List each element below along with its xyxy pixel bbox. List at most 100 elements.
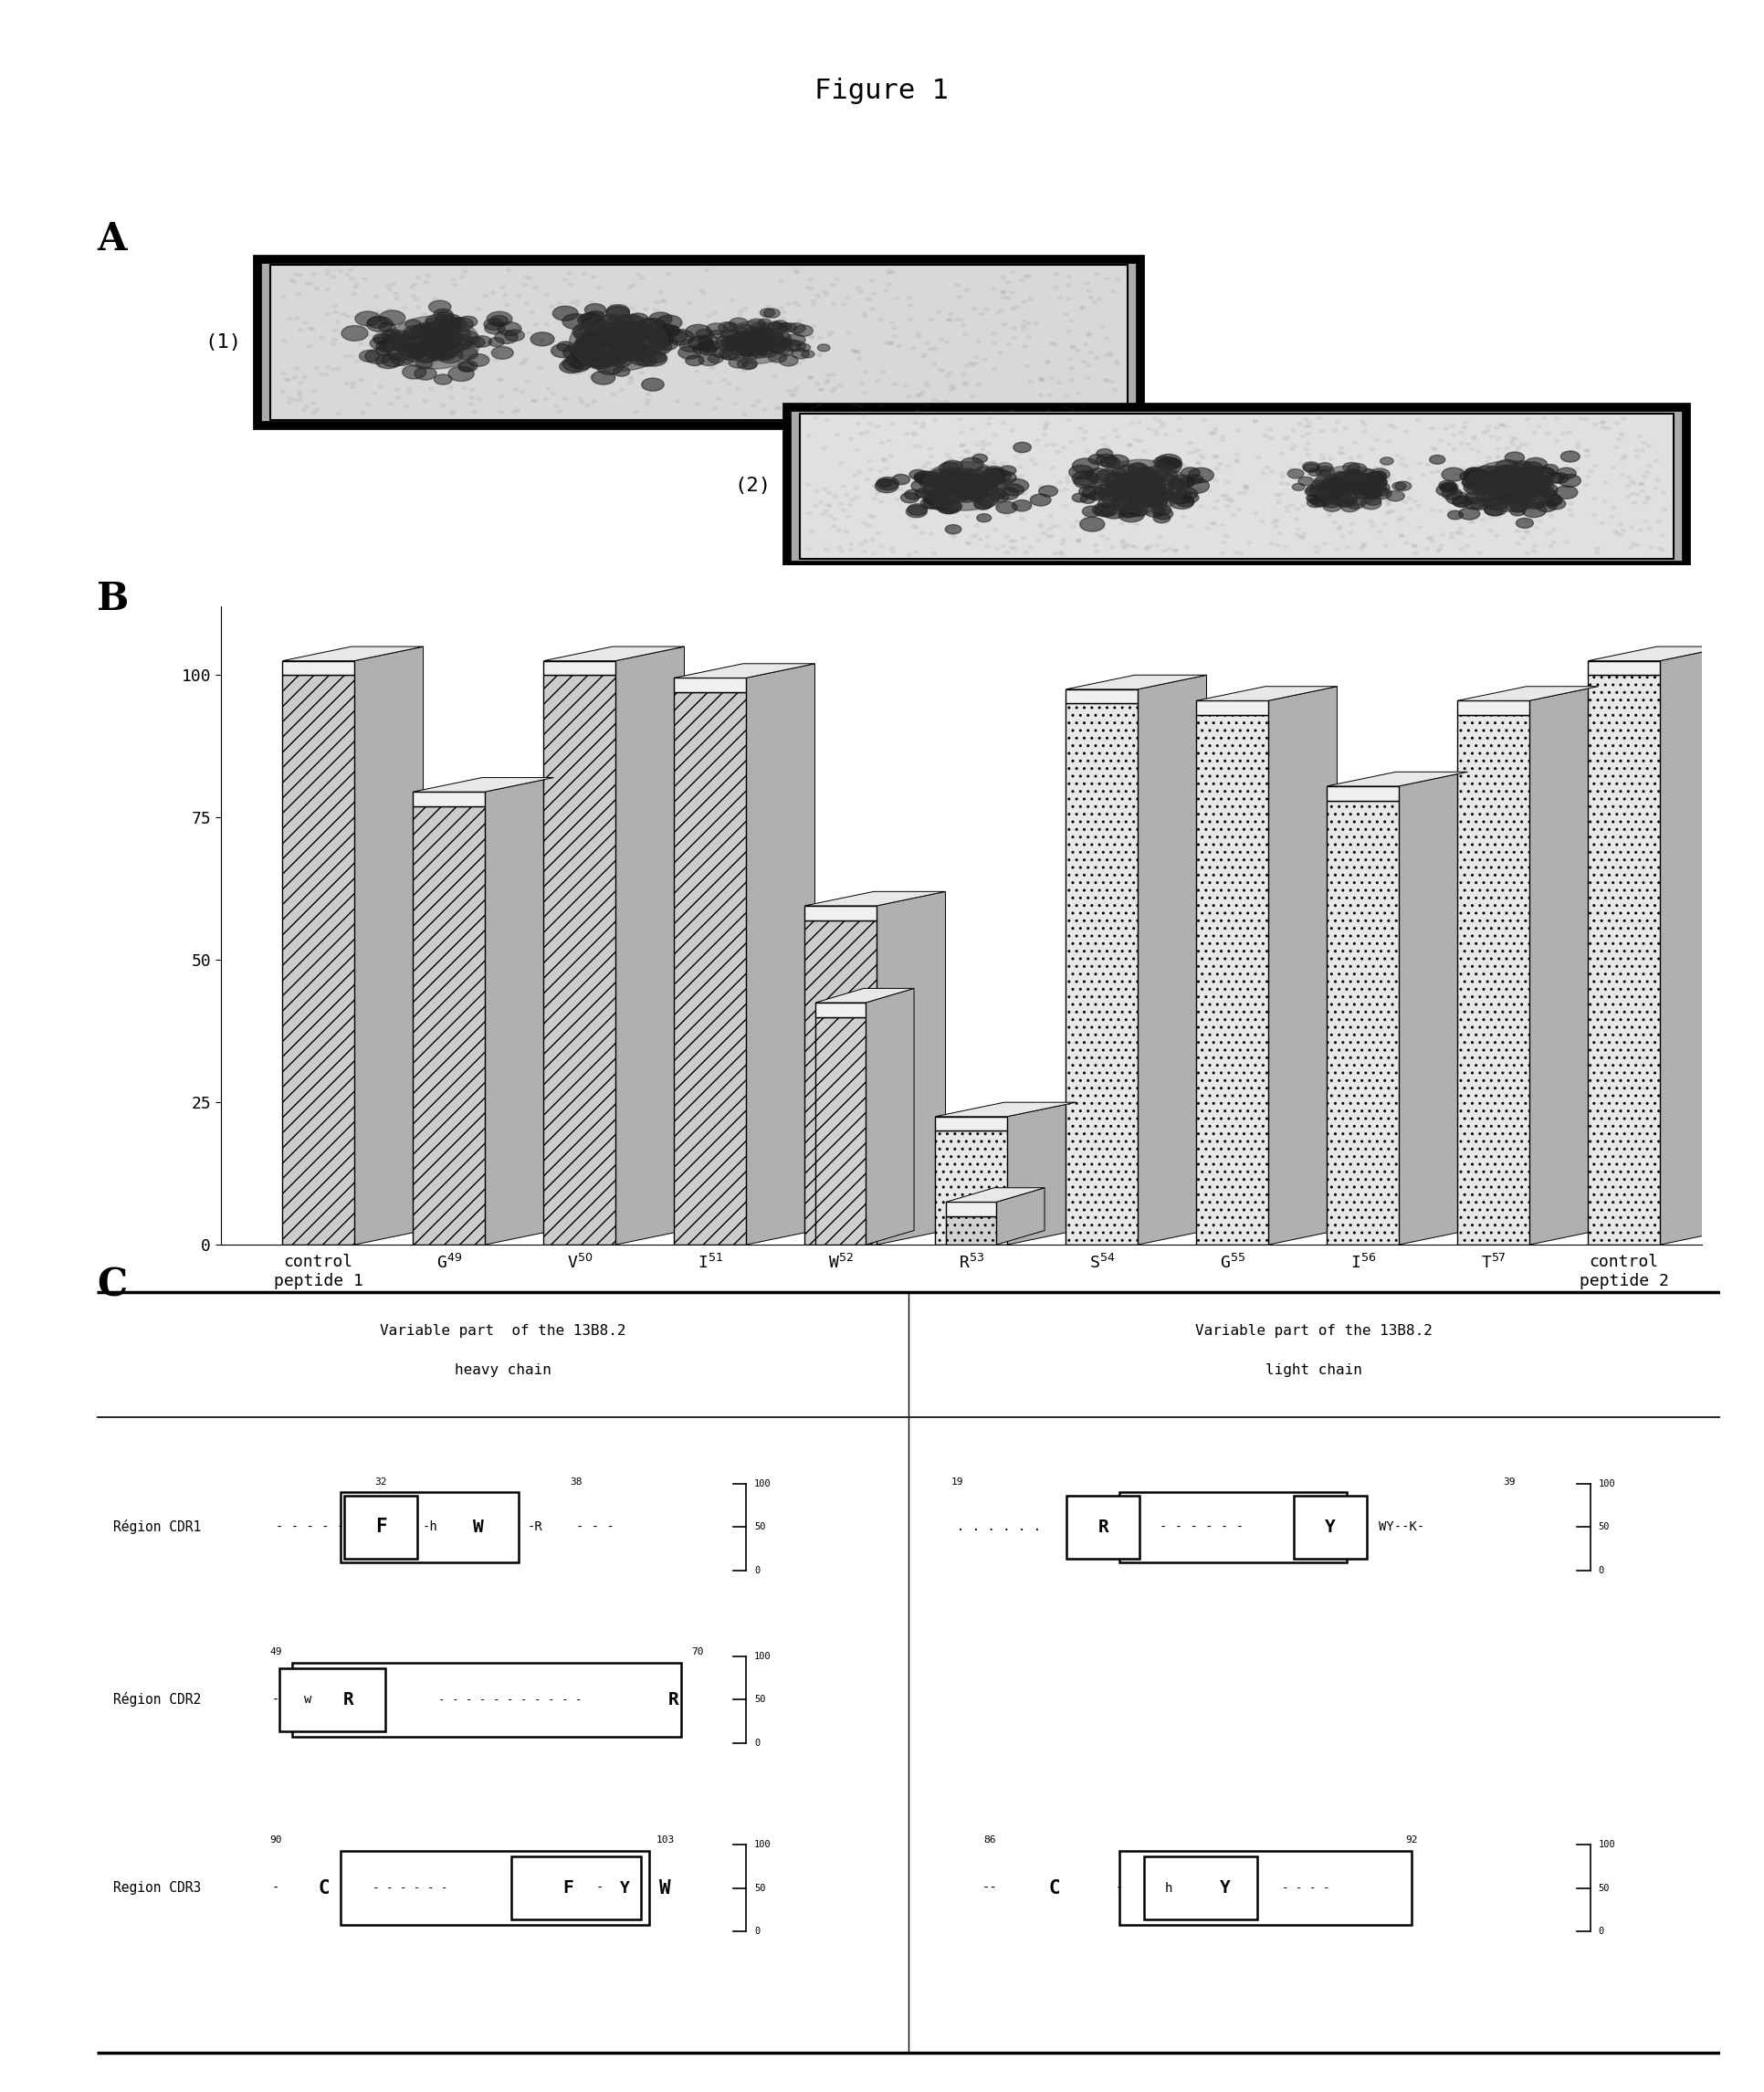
Circle shape	[1602, 427, 1607, 429]
Circle shape	[923, 412, 928, 414]
Circle shape	[1431, 540, 1436, 542]
Circle shape	[1395, 454, 1401, 458]
Circle shape	[656, 316, 683, 331]
Circle shape	[1526, 418, 1531, 420]
Circle shape	[598, 335, 614, 345]
Circle shape	[815, 295, 820, 297]
Circle shape	[947, 485, 967, 496]
Circle shape	[563, 397, 568, 400]
Circle shape	[407, 377, 413, 381]
Circle shape	[1046, 362, 1050, 364]
Circle shape	[974, 500, 991, 510]
Circle shape	[392, 282, 395, 287]
Circle shape	[572, 349, 593, 362]
Circle shape	[603, 374, 609, 377]
Circle shape	[429, 301, 452, 314]
Circle shape	[1374, 439, 1379, 441]
Circle shape	[411, 345, 429, 356]
Circle shape	[392, 351, 413, 366]
Circle shape	[721, 328, 737, 339]
Circle shape	[857, 358, 863, 360]
Text: Figure 1: Figure 1	[815, 77, 949, 105]
Circle shape	[1496, 448, 1499, 450]
Circle shape	[938, 494, 956, 504]
Circle shape	[619, 345, 646, 360]
Circle shape	[1462, 475, 1485, 490]
Circle shape	[824, 548, 829, 550]
Circle shape	[538, 339, 543, 341]
Text: - - - - - -: - - - - - -	[372, 1883, 448, 1893]
Circle shape	[1297, 527, 1300, 531]
Circle shape	[905, 490, 923, 500]
Circle shape	[1237, 492, 1242, 494]
Circle shape	[1554, 485, 1577, 498]
Circle shape	[981, 448, 984, 450]
Circle shape	[448, 343, 466, 354]
Circle shape	[1353, 441, 1357, 444]
Circle shape	[1328, 490, 1342, 498]
Circle shape	[1547, 473, 1565, 483]
Circle shape	[310, 328, 316, 331]
Circle shape	[1110, 479, 1131, 492]
Circle shape	[1154, 433, 1159, 435]
Circle shape	[790, 393, 796, 395]
Circle shape	[827, 504, 833, 506]
Circle shape	[1484, 490, 1503, 500]
Circle shape	[1332, 483, 1349, 492]
Circle shape	[1328, 477, 1349, 490]
Circle shape	[1514, 473, 1529, 481]
Circle shape	[1342, 481, 1355, 490]
Polygon shape	[1529, 686, 1598, 1245]
Circle shape	[1011, 270, 1016, 274]
Circle shape	[940, 471, 963, 483]
Circle shape	[1535, 525, 1540, 529]
Circle shape	[330, 276, 335, 278]
Circle shape	[707, 316, 711, 318]
Circle shape	[1469, 498, 1491, 510]
Circle shape	[429, 331, 432, 335]
Circle shape	[642, 379, 663, 391]
Bar	[1065, 688, 1138, 703]
Circle shape	[1005, 550, 1009, 554]
Circle shape	[445, 324, 460, 335]
Circle shape	[1087, 510, 1090, 515]
Circle shape	[826, 379, 829, 383]
Circle shape	[1371, 492, 1376, 496]
Circle shape	[1125, 462, 1129, 464]
Circle shape	[947, 492, 967, 502]
Circle shape	[430, 324, 453, 337]
Circle shape	[1212, 456, 1217, 458]
Circle shape	[1062, 538, 1065, 542]
Circle shape	[1094, 469, 1099, 473]
Circle shape	[422, 335, 446, 349]
Circle shape	[573, 370, 579, 374]
Circle shape	[1316, 467, 1335, 477]
Circle shape	[1117, 483, 1141, 498]
Circle shape	[1104, 473, 1131, 490]
Circle shape	[810, 335, 815, 339]
Circle shape	[720, 351, 725, 356]
Circle shape	[797, 343, 810, 351]
Circle shape	[811, 303, 817, 305]
Circle shape	[1307, 420, 1312, 423]
Circle shape	[427, 326, 450, 339]
Circle shape	[1314, 475, 1319, 477]
Circle shape	[991, 341, 997, 345]
Circle shape	[436, 312, 455, 322]
Circle shape	[824, 418, 829, 423]
Circle shape	[335, 368, 340, 370]
Circle shape	[1431, 508, 1436, 513]
Circle shape	[587, 356, 612, 368]
Circle shape	[1515, 481, 1519, 483]
Circle shape	[1450, 425, 1455, 427]
Circle shape	[1538, 521, 1542, 523]
Circle shape	[1275, 502, 1281, 504]
Circle shape	[1254, 513, 1258, 515]
Circle shape	[1048, 393, 1053, 397]
Circle shape	[1397, 519, 1401, 521]
Circle shape	[1215, 500, 1219, 502]
Circle shape	[1152, 513, 1155, 515]
Circle shape	[346, 314, 349, 318]
Circle shape	[1217, 462, 1222, 464]
Circle shape	[975, 467, 991, 475]
